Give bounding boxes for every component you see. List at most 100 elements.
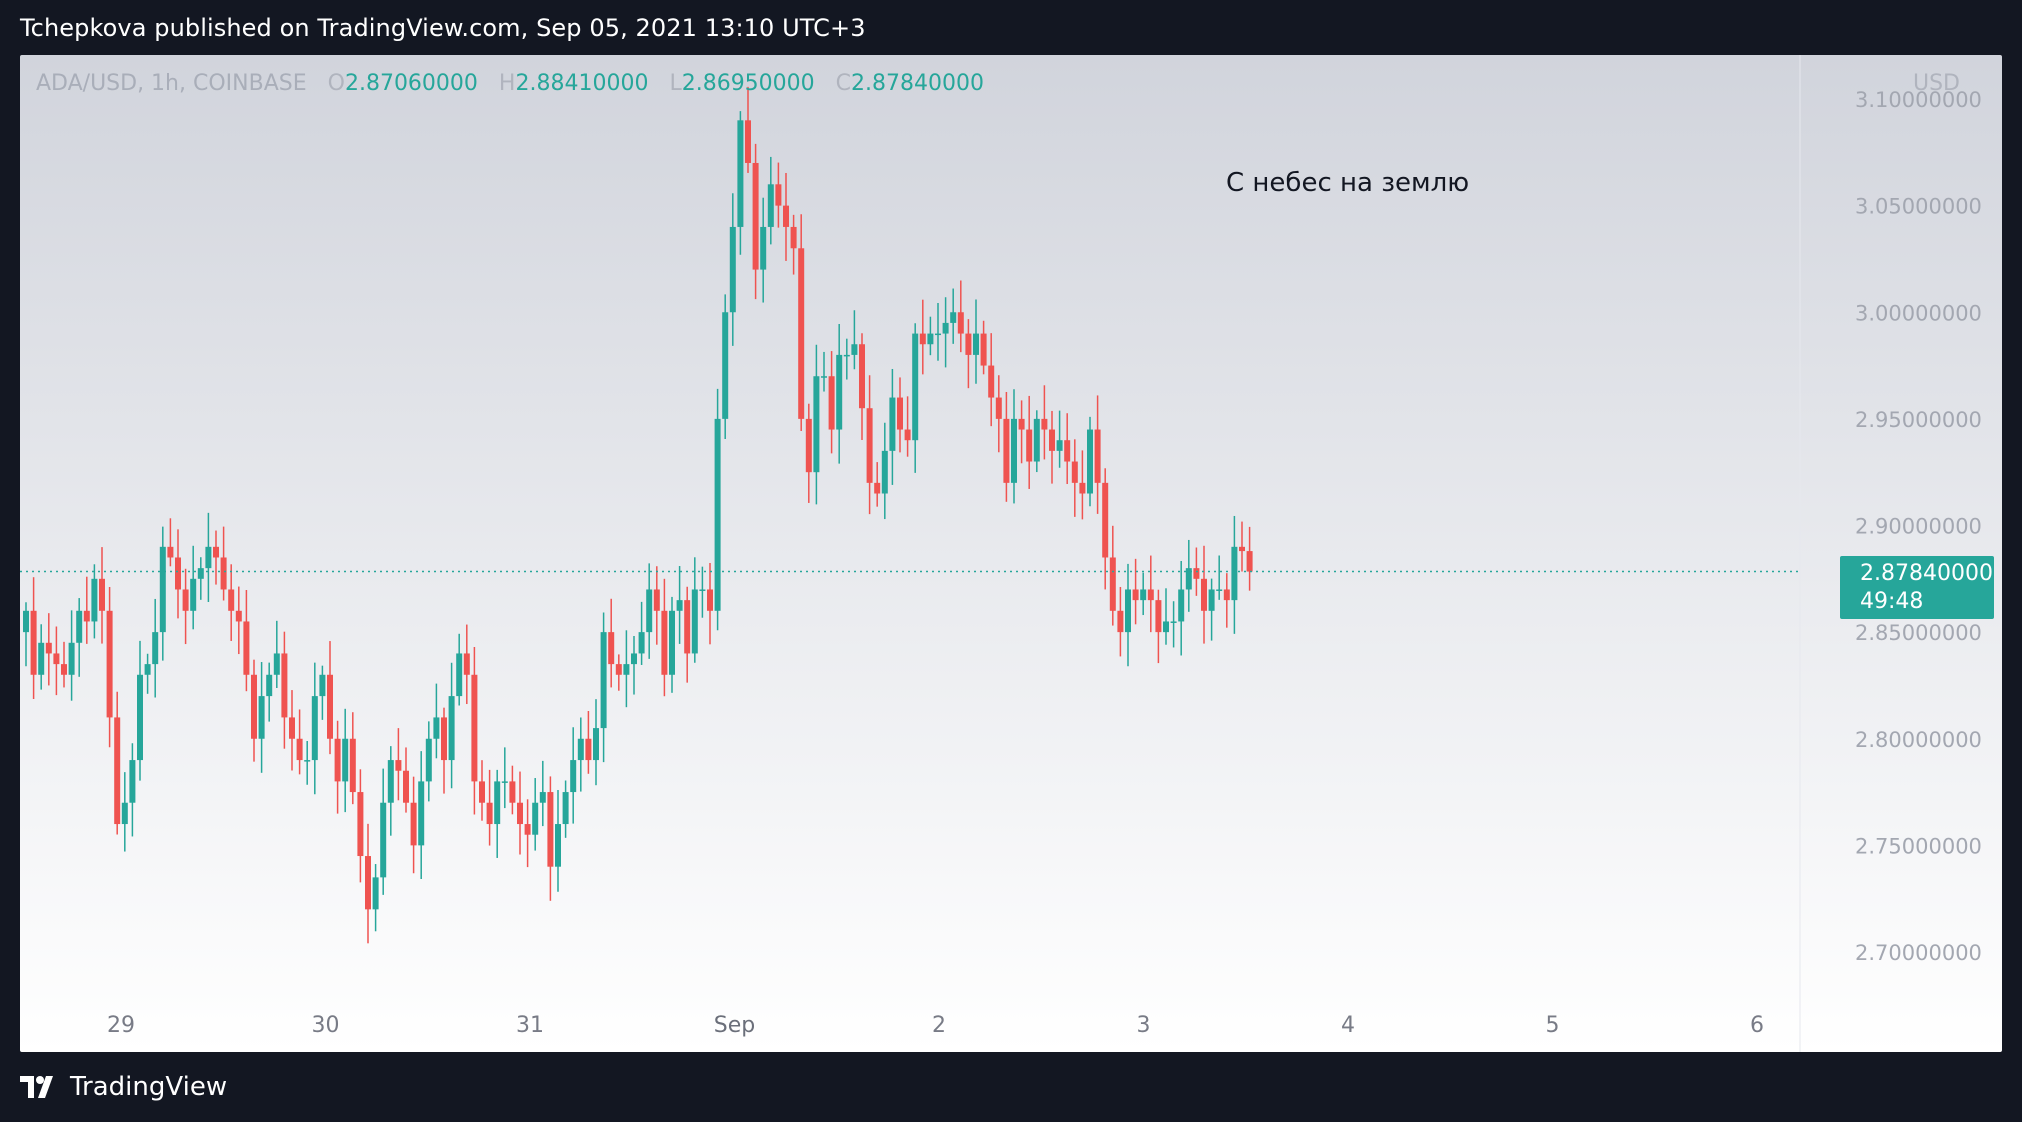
candle-down xyxy=(83,610,90,622)
candle-up xyxy=(1170,621,1177,623)
candle-up xyxy=(91,578,98,622)
candle-down xyxy=(1201,578,1207,611)
candle-down xyxy=(213,546,219,558)
candle-up xyxy=(881,450,888,494)
candle-down xyxy=(752,162,759,270)
candle-up xyxy=(197,568,204,579)
time-tick-label: 4 xyxy=(1341,1013,1355,1038)
candle-up xyxy=(676,600,683,611)
open-value: 2.87060000 xyxy=(344,71,478,96)
chart-background xyxy=(20,55,2002,1052)
candle-up xyxy=(722,312,729,419)
candle-up xyxy=(821,376,827,378)
tradingview-brand[interactable]: TradingView xyxy=(20,1072,227,1102)
candle-down xyxy=(1223,589,1230,601)
price-tick-label: 3.00000000 xyxy=(1855,301,1982,325)
candle-down xyxy=(517,802,523,825)
symbol-label[interactable]: ADA/USD, 1h, COINBASE xyxy=(36,71,307,96)
candle-up xyxy=(760,226,767,270)
candle-up xyxy=(813,376,820,473)
candle-up xyxy=(433,717,440,739)
candle-up xyxy=(1216,589,1223,591)
candle-up xyxy=(570,760,577,793)
candle-down xyxy=(1246,551,1253,572)
candle-up xyxy=(1185,568,1192,590)
candle-down xyxy=(251,674,257,739)
chart-annotation[interactable]: С небес на землю xyxy=(1226,168,1470,198)
candle-up xyxy=(205,546,212,569)
candle-down xyxy=(228,589,235,611)
candle-up xyxy=(1163,621,1169,633)
candle-series xyxy=(23,86,1253,944)
candle-up xyxy=(577,738,584,761)
candle-down xyxy=(1071,461,1078,483)
candle-down xyxy=(1018,418,1025,430)
candle-up xyxy=(1231,546,1238,601)
candle-up xyxy=(737,120,744,227)
candle-up xyxy=(121,802,128,825)
candle-up xyxy=(137,674,143,761)
open-key: O xyxy=(327,71,345,96)
candle-up xyxy=(159,546,166,633)
candle-up xyxy=(927,333,934,345)
candle-down xyxy=(790,226,797,249)
candle-up xyxy=(555,824,561,867)
candle-up xyxy=(600,632,607,729)
candle-up xyxy=(631,653,637,665)
candle-down xyxy=(904,429,911,441)
candle-down xyxy=(1041,418,1048,430)
high-value: 2.88410000 xyxy=(515,71,649,96)
candle-down xyxy=(653,589,660,611)
candle-down xyxy=(783,205,789,227)
candle-up xyxy=(1056,440,1063,451)
candle-down xyxy=(1094,429,1101,483)
candle-down xyxy=(1155,600,1162,633)
ohlc-legend[interactable]: ADA/USD, 1h, COINBASE O2.87060000 H2.884… xyxy=(36,71,984,96)
price-tick-label: 2.80000000 xyxy=(1855,728,1982,752)
candle-up xyxy=(767,184,774,227)
candle-down xyxy=(365,856,371,910)
candle-down xyxy=(471,674,478,782)
candle-down xyxy=(1102,482,1109,558)
bar-countdown: 49:48 xyxy=(1860,589,1924,614)
currency-label[interactable]: USD xyxy=(1912,71,1960,96)
time-tick-label: 30 xyxy=(312,1013,340,1038)
price-tick-label: 2.85000000 xyxy=(1855,621,1982,645)
candle-down xyxy=(919,333,926,345)
candle-down xyxy=(1239,546,1245,552)
time-tick-label: 3 xyxy=(1137,1013,1151,1038)
candle-down xyxy=(441,717,447,761)
candle-down xyxy=(334,738,341,782)
time-tick-label: 31 xyxy=(516,1013,544,1038)
candle-up xyxy=(311,696,318,761)
candle-up xyxy=(68,642,75,675)
candlestick-chart[interactable]: 3.10000000 3.05000000 3.00000000 2.95000000… xyxy=(20,55,2002,1052)
time-axis[interactable]: 29 30 31 Sep 2 3 4 5 6 xyxy=(107,1013,1764,1038)
candle-down xyxy=(99,578,105,611)
candle-up xyxy=(532,802,539,835)
candle-up xyxy=(729,226,736,313)
candle-up xyxy=(456,653,463,697)
candle-down xyxy=(220,557,227,590)
candle-up xyxy=(372,877,379,910)
candle-up xyxy=(539,792,546,803)
candle-up xyxy=(714,418,721,611)
candle-up xyxy=(387,760,394,803)
candle-down xyxy=(957,312,964,334)
candle-down xyxy=(1026,429,1033,462)
candle-down xyxy=(965,333,972,355)
candle-up xyxy=(593,728,599,761)
candle-up xyxy=(562,792,569,825)
candle-up xyxy=(699,589,706,591)
candle-up xyxy=(1140,589,1147,601)
price-axis[interactable]: 3.10000000 3.05000000 3.00000000 2.95000000… xyxy=(1855,88,1982,965)
candle-down xyxy=(479,781,485,803)
candle-down xyxy=(585,738,592,761)
candle-down xyxy=(463,653,470,675)
candle-down xyxy=(828,376,835,430)
chart-panel[interactable]: 3.10000000 3.05000000 3.00000000 2.95000000… xyxy=(20,55,2002,1052)
candle-up xyxy=(152,632,159,665)
candle-up xyxy=(258,696,265,739)
candle-down xyxy=(608,632,615,665)
time-tick-label: 2 xyxy=(932,1013,946,1038)
